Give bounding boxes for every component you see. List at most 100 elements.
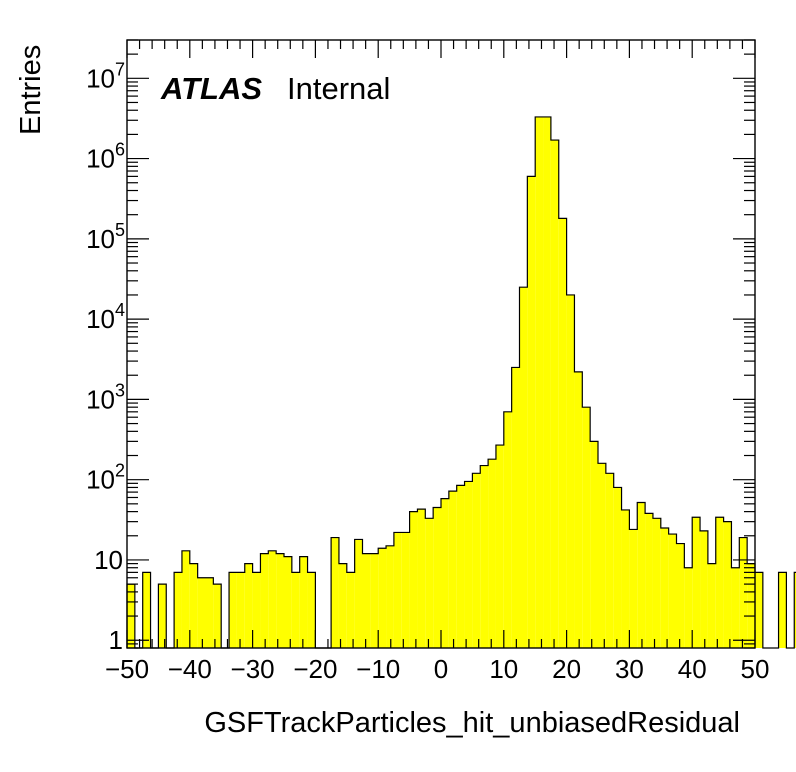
- histogram-bin: [621, 509, 630, 648]
- histogram-bin: [378, 548, 387, 648]
- histogram-bars: [127, 116, 796, 649]
- x-tick-label: 40: [678, 654, 707, 684]
- axis-ticks: [126, 39, 756, 649]
- histogram-bin: [495, 445, 504, 648]
- histogram-bin: [386, 545, 394, 648]
- histogram-bin: [558, 218, 567, 649]
- y-tick-label: 106: [86, 140, 125, 174]
- histogram-bin: [747, 563, 755, 648]
- histogram-bin: [346, 572, 355, 648]
- histogram-bin: [142, 572, 151, 648]
- histogram-bin: [307, 572, 316, 648]
- histogram-bin: [707, 563, 716, 648]
- x-tick-label: 0: [434, 654, 448, 684]
- histogram-bin: [252, 572, 261, 648]
- histogram-bin: [331, 537, 339, 648]
- histogram-bin: [715, 517, 724, 648]
- histogram-bin: [676, 543, 685, 648]
- histogram-bin: [605, 473, 614, 648]
- y-tick-label: 104: [86, 300, 125, 334]
- y-tick-label: 1: [109, 625, 123, 655]
- x-tick-label: −20: [293, 654, 337, 684]
- histogram-bin: [574, 371, 583, 648]
- histogram-bin: [700, 530, 708, 648]
- histogram-bin: [511, 367, 520, 648]
- histogram-bin: [409, 511, 418, 648]
- histogram-bin: [527, 176, 536, 648]
- histogram-bin: [197, 577, 206, 648]
- histogram-bin: [598, 463, 606, 648]
- y-tick-label: 103: [86, 380, 125, 414]
- x-tick-label: −30: [231, 654, 275, 684]
- histogram-bin: [464, 481, 473, 648]
- histogram-bin: [652, 518, 661, 648]
- histogram-bin: [543, 116, 551, 648]
- histogram-bin: [739, 537, 748, 648]
- histogram-bin: [637, 502, 646, 648]
- histogram-bin: [433, 507, 441, 648]
- histogram-bin: [519, 287, 528, 648]
- histogram-bin: [629, 529, 638, 648]
- y-tick-label: 105: [86, 220, 125, 254]
- y-tick-label: 10: [94, 545, 123, 575]
- plot-frame: [126, 39, 756, 649]
- histogram-bin: [645, 513, 653, 648]
- histogram-bin: [268, 550, 277, 648]
- y-tick-label: 102: [86, 461, 125, 495]
- histogram-bin: [291, 572, 300, 648]
- x-tick-label: 20: [552, 654, 581, 684]
- histogram-bin: [299, 556, 308, 648]
- histogram-bin: [535, 116, 544, 648]
- histogram-bin: [503, 411, 512, 648]
- histogram-bin: [488, 459, 496, 648]
- histogram-bin: [213, 584, 222, 648]
- histogram-outline: [126, 116, 796, 649]
- histogram-bin: [189, 563, 198, 648]
- x-tick-label: −50: [105, 654, 149, 684]
- histogram-bin: [613, 487, 622, 648]
- histogram-bin: [590, 441, 598, 648]
- histogram-bin: [668, 534, 677, 648]
- histogram-bin: [362, 553, 371, 648]
- atlas-label: ATLAS: [160, 71, 262, 106]
- histogram-bin: [284, 556, 292, 648]
- histogram-bin: [276, 553, 284, 648]
- histogram-bin: [692, 517, 701, 648]
- histogram-bin: [731, 567, 740, 648]
- histogram-bin: [354, 539, 363, 648]
- x-tick-label: 50: [741, 654, 770, 684]
- histogram-bin: [755, 572, 763, 648]
- histogram-bin: [260, 553, 269, 648]
- histogram-bin: [205, 577, 214, 648]
- histogram-bin: [582, 407, 591, 648]
- histogram-bin: [417, 509, 426, 648]
- histogram-bin: [236, 572, 245, 648]
- histogram-bin: [441, 498, 449, 648]
- histogram-bin: [174, 572, 182, 648]
- histogram-bin: [338, 563, 347, 648]
- histogram-bin: [566, 294, 575, 648]
- histogram-bin: [684, 567, 693, 648]
- histogram-bin: [229, 572, 237, 648]
- histogram-bin: [660, 528, 669, 648]
- histogram-bin: [723, 521, 732, 648]
- x-axis-title: GSFTrackParticles_hit_unbiasedResidual: [204, 707, 740, 739]
- histogram-bin: [181, 550, 190, 648]
- histogram-bin: [456, 485, 465, 648]
- histogram-bin: [425, 518, 434, 648]
- y-axis-title: Entries: [15, 45, 47, 135]
- x-tick-labels: −50 −40 −30 −20 −10 0 10 20 30 40 50: [105, 654, 770, 684]
- x-tick-label: 10: [489, 654, 518, 684]
- x-tick-label: −10: [356, 654, 400, 684]
- y-tick-labels: 1 10 102 103 104 105 106 107: [86, 59, 125, 655]
- y-tick-label: 107: [86, 59, 125, 93]
- x-tick-label: 30: [615, 654, 644, 684]
- atlas-status-label: Internal: [287, 71, 390, 106]
- histogram-bin: [550, 140, 559, 648]
- histogram-bin: [448, 491, 457, 648]
- histogram-bin: [401, 532, 410, 648]
- x-tick-label: −40: [168, 654, 212, 684]
- histogram-bin: [370, 553, 379, 648]
- histogram-bin: [393, 532, 402, 648]
